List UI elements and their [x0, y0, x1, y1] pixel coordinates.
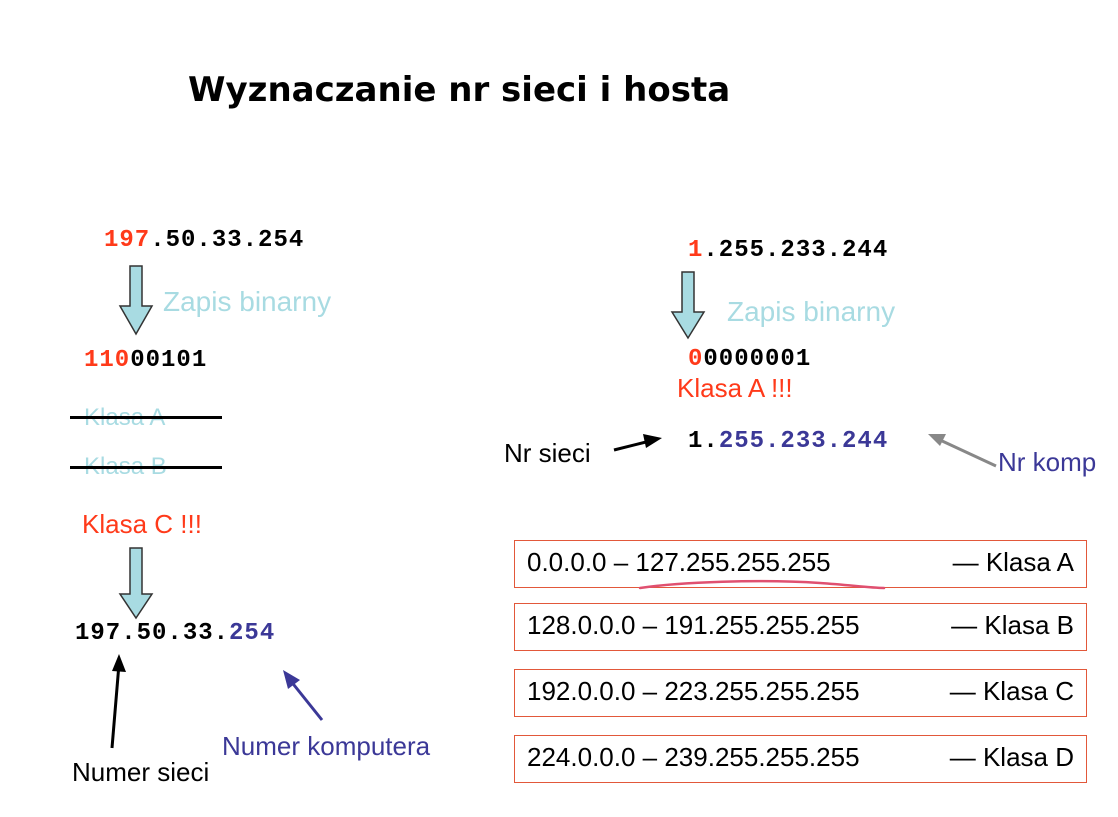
left-ip-address: 197.50.33.254: [104, 227, 304, 254]
left-host-part: 254: [229, 620, 276, 647]
left-binary-label: Zapis binarny: [163, 286, 332, 317]
right-ip-first-octet: 1: [688, 237, 704, 264]
class-range-class: — Klasa B: [951, 610, 1074, 640]
left-network-part: 197.50.33.: [75, 620, 230, 647]
right-host-label: Nr komp: [998, 447, 1097, 477]
left-ip-rest: .50.33.254: [150, 227, 305, 254]
class-range-value: 224.0.0.0 – 239.255.255.255: [527, 742, 860, 772]
host-number-arrow: [288, 679, 324, 721]
left-ip-first-octet: 197: [104, 227, 151, 254]
strike-line-class-a: [70, 416, 222, 419]
class-range-value: 128.0.0.0 – 191.255.255.255: [527, 610, 860, 640]
right-network-part: 1.: [688, 428, 719, 455]
left-down-arrow-top: [118, 265, 154, 336]
right-split-address: 1.255.233.244: [688, 428, 888, 455]
left-split-address: 197.50.33.254: [75, 620, 275, 647]
class-range-row: 0.0.0.0 – 127.255.255.255 — Klasa A: [514, 540, 1087, 588]
right-binary-rest: 0000001: [703, 346, 812, 373]
right-network-label: Nr sieci: [504, 438, 591, 468]
class-range-row: 224.0.0.0 – 239.255.255.255 — Klasa D: [514, 735, 1087, 783]
left-network-label: Numer sieci: [72, 757, 210, 787]
right-down-arrow: [670, 271, 706, 340]
right-ip-address: 1.255.233.244: [688, 237, 888, 264]
right-result-class: Klasa A !!!: [677, 373, 793, 403]
left-result-class: Klasa C !!!: [82, 509, 202, 539]
class-range-class: — Klasa D: [949, 742, 1074, 772]
network-number-arrow: [110, 663, 121, 749]
nr-komp-arrowhead: [928, 434, 946, 446]
class-range-class: — Klasa C: [949, 676, 1074, 706]
left-binary-prefix: 110: [84, 347, 131, 374]
left-binary-value: 11000101: [84, 347, 207, 374]
class-range-row: 128.0.0.0 – 191.255.255.255 — Klasa B: [514, 603, 1087, 651]
nr-sieci-arrowhead: [643, 434, 662, 448]
nr-sieci-arrow: [613, 439, 651, 452]
left-down-arrow-bottom: [118, 547, 154, 620]
right-ip-rest: .255.233.244: [703, 237, 889, 264]
page-title: Wyznaczanie nr sieci i hosta: [188, 70, 731, 110]
host-number-arrowhead: [283, 670, 300, 689]
right-binary-value: 00000001: [688, 346, 811, 373]
right-host-part: 255.233.244: [718, 428, 889, 455]
left-binary-rest: 00101: [130, 347, 208, 374]
highlight-underline: [638, 579, 886, 590]
strike-line-class-b: [70, 466, 222, 469]
class-range-row: 192.0.0.0 – 223.255.255.255 — Klasa C: [514, 669, 1087, 717]
nr-komp-arrow: [939, 438, 997, 468]
left-host-label: Numer komputera: [222, 731, 431, 761]
class-range-value: 192.0.0.0 – 223.255.255.255: [527, 676, 860, 706]
network-number-arrowhead: [112, 654, 126, 672]
right-binary-label: Zapis binarny: [727, 296, 896, 327]
class-range-value: 0.0.0.0 – 127.255.255.255: [527, 547, 831, 577]
right-binary-prefix: 0: [688, 346, 704, 373]
class-range-class: — Klasa A: [952, 547, 1074, 577]
